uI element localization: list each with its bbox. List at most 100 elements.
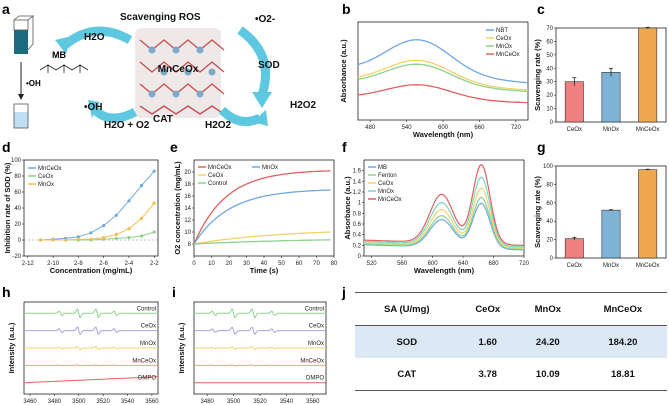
series-label: DMPO <box>138 376 156 382</box>
crystal-structure-illustration: MnCeOx <box>135 28 225 118</box>
bar-MnOx <box>601 209 621 259</box>
bar-MnCeOx <box>638 27 658 123</box>
label-oh-right: •OH <box>84 102 103 113</box>
series-line-MnCeOx <box>194 364 326 367</box>
y-tick-label: 0 <box>18 238 22 244</box>
label-mb: MB <box>52 50 66 60</box>
legend-label: CeOx <box>38 174 53 180</box>
y-axis-label: O2 concentration (mg/mL) <box>173 161 182 255</box>
y-tick-label: 100 <box>11 158 22 164</box>
y-tick-label: 20 <box>546 93 553 99</box>
x-tick-label: 3460 <box>23 399 37 405</box>
table-cell: 10.09 <box>516 358 579 391</box>
category-label: MnOx <box>603 263 619 269</box>
series-line-CeOx <box>193 231 331 245</box>
category-label: CeOx <box>567 127 582 133</box>
chart-f: Wavelength (nm) Absorbance (a.u.) 520 560 60… <box>343 159 530 275</box>
series-label: CeOx <box>141 324 156 330</box>
x-tick-label: 3540 <box>121 399 135 405</box>
panel-letter-j: j <box>341 284 346 300</box>
x-axis-label: Concentration (mg/mL) <box>50 266 133 275</box>
y-tick-label: 70 <box>546 26 553 32</box>
series-label: Control <box>305 306 324 312</box>
y-tick-label: 0 <box>550 256 554 262</box>
x-tick-label: 3480 <box>48 399 62 405</box>
table-cell: 18.81 <box>578 358 667 391</box>
legend-label: CeOx <box>378 181 393 187</box>
x-tick-label: 540 <box>402 125 413 131</box>
legend-label: MB <box>378 165 387 171</box>
y-tick-label: 0.6 <box>353 222 362 228</box>
cuvette-bottom-illustration <box>13 103 29 129</box>
y-tick-label: 30 <box>546 80 553 86</box>
series-line-MnCeOx <box>40 170 155 241</box>
legend-label: MnOx <box>38 182 54 188</box>
table-row: SOD 1.60 24.20 184.20 <box>355 325 667 358</box>
x-tick-label: 3520 <box>253 399 267 405</box>
series-line-Control <box>193 239 331 245</box>
y-tick-label: 1 <box>358 201 362 207</box>
panel-letter-e: e <box>170 139 178 155</box>
table-header-cell: SA (U/mg) <box>355 292 459 326</box>
series-line-MnCeOx <box>357 84 529 104</box>
label-h2o2-bottom: H2O2 <box>205 120 232 131</box>
x-tick-label: 2-10 <box>47 261 60 267</box>
x-tick-label: 2-4 <box>125 261 134 267</box>
y-tick-label: 40 <box>14 206 21 212</box>
table-cell: 1.60 <box>458 325 517 358</box>
chart-d: Concentration (mg/mL) Inhibition rate of … <box>3 158 159 275</box>
label-h2o: H2O <box>84 32 105 43</box>
x-tick-label: 720 <box>511 125 522 131</box>
chart-h: Field (G)Intensity (a.u.)346034803500352… <box>7 301 159 405</box>
x-tick-label: 2-8 <box>74 261 83 267</box>
series-line-NBT <box>357 39 529 84</box>
arrow-right <box>237 26 270 97</box>
y-tick-label: 20 <box>184 170 191 176</box>
category-label: MnOx <box>603 127 619 133</box>
bar-CeOx <box>564 238 584 259</box>
x-tick-label: 600 <box>438 125 449 131</box>
x-tick-label: 30 <box>243 261 250 267</box>
series-line-MB <box>364 202 525 251</box>
legend-label: MnCeOx <box>38 166 62 172</box>
x-tick-label: 3480 <box>201 399 215 405</box>
y-axis-label: Intensity (a.u.) <box>177 322 186 373</box>
y-tick-label: 0.2 <box>353 243 362 249</box>
bar-CeOx <box>564 81 584 123</box>
y-axis-label: Inhibition rate of SOD (%) <box>3 162 12 253</box>
table-header-row: SA (U/mg) CeOx MnOx MnCeOx <box>355 292 667 326</box>
y-tick-label: 60 <box>14 190 21 196</box>
x-tick-label: 50 <box>278 261 285 267</box>
x-tick-label: 3540 <box>280 399 294 405</box>
x-tick-label: 0 <box>192 261 196 267</box>
y-tick-label: 100 <box>543 164 554 170</box>
series-line-CeOx <box>364 187 525 249</box>
y-tick-label: 40 <box>546 219 553 225</box>
legend-label: MnCeOx <box>496 52 520 58</box>
sa-table: SA (U/mg) CeOx MnOx MnCeOx SOD 1.60 24.2… <box>355 292 667 391</box>
panel-letter-d: d <box>2 139 11 155</box>
x-tick-label: 520 <box>367 261 378 267</box>
label-h2o-o2: H2O + O2 <box>104 120 150 131</box>
x-tick-label: 640 <box>458 261 469 267</box>
y-tick-label: 1.4 <box>353 179 362 185</box>
series-line-MnCeOx <box>24 364 158 367</box>
legend-label: Fenton <box>378 173 397 179</box>
x-tick-label: 40 <box>261 261 268 267</box>
panel-letter-b: b <box>342 1 351 17</box>
series-line-Control <box>194 308 326 319</box>
label-sod: SOD <box>258 60 280 71</box>
legend-label: MnOx <box>496 44 512 50</box>
y-tick-label: 50 <box>546 53 553 59</box>
table-header-cell: MnOx <box>516 292 579 326</box>
x-tick-label: 2-6 <box>99 261 108 267</box>
series-line-MnCeOx <box>193 170 331 245</box>
y-tick-label: 16 <box>184 194 191 200</box>
legend-label: MnCeOx <box>208 165 232 171</box>
bar-MnOx <box>601 72 621 123</box>
series-label: MnCeOx <box>132 358 156 364</box>
y-tick-label: 0.4 <box>353 233 362 239</box>
panel-letter-i: i <box>172 284 176 300</box>
y-tick-label: 40 <box>546 66 553 72</box>
y-tick-label: 8 <box>188 242 192 248</box>
